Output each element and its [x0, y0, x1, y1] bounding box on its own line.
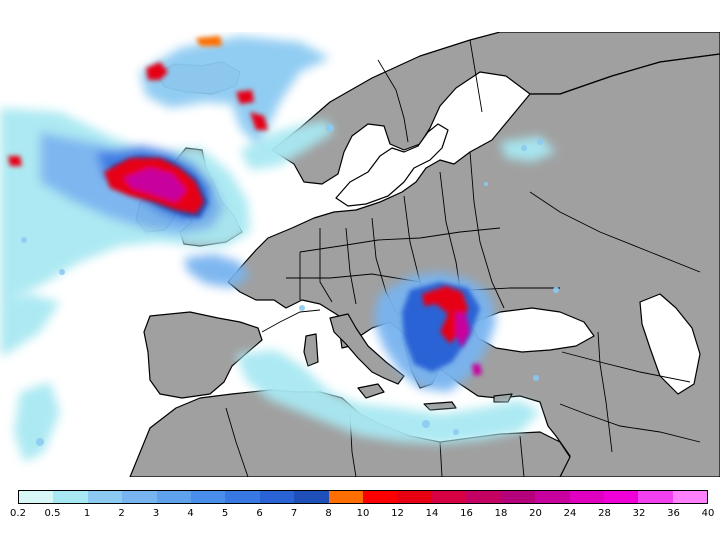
land-scandinavia: [271, 32, 720, 185]
land-sardinia: [303, 333, 319, 367]
legend-label: 28: [598, 508, 611, 519]
legend-label: 3: [152, 508, 160, 519]
land-sicily: [357, 383, 385, 399]
legend-swatch: [122, 491, 157, 503]
rain-area: [240, 120, 334, 170]
legend-swatch: [569, 491, 604, 503]
rain-cell: [537, 139, 543, 145]
land-iberia: [143, 311, 263, 399]
legend-label: 1: [83, 508, 91, 519]
precipitation-map: [0, 32, 720, 477]
legend-labels: 0.2 0.5 1 2 3 4 5 6 7 8 10 12 14 16 18 20 24 28 32 36 40: [10, 508, 714, 522]
legend-label: 32: [632, 508, 646, 519]
precipitation-overlay: [0, 36, 559, 462]
rain-cell: [453, 429, 459, 435]
legend-swatch: [328, 491, 364, 503]
rain-core: [8, 156, 22, 166]
legend-label: 7: [290, 508, 298, 519]
rain-area: [140, 36, 330, 144]
legend-swatch: [19, 491, 54, 503]
legend-swatch: [603, 491, 639, 503]
rain-area: [14, 382, 60, 462]
legend-label: 4: [187, 508, 194, 519]
legend-label: 20: [529, 508, 542, 519]
legend-label: 10: [356, 508, 370, 519]
legend-swatch: [294, 491, 329, 503]
legend-label: 18: [494, 508, 508, 519]
legend-label: 24: [563, 508, 577, 519]
legend-label: 14: [425, 508, 439, 519]
rain-core: [456, 312, 470, 348]
precipitation-legend: 0.2 0.5 1 2 3 4 5 6 7 8 10 12 14 16 18 20 24 28 32 36 40: [0, 488, 720, 528]
legend-label: 40: [701, 508, 715, 519]
rain-core: [146, 62, 168, 80]
caspian-sea: [639, 293, 701, 395]
legend-swatch: [259, 491, 295, 503]
rain-cell: [299, 305, 305, 311]
legend-label: 0.5: [44, 508, 61, 519]
rain-core: [250, 112, 268, 130]
legend-swatch: [397, 491, 432, 503]
legend-swatch: [535, 491, 570, 503]
rain-area: [184, 254, 250, 288]
legend-swatch: [191, 491, 226, 503]
rain-area: [0, 294, 60, 356]
legend-swatch: [638, 491, 673, 503]
black-sea: [469, 307, 595, 353]
land-masses: [129, 32, 720, 477]
legend-label: 0.2: [10, 508, 26, 519]
legend-swatch: [225, 491, 260, 503]
legend-swatch: [500, 491, 536, 503]
legend-label: 8: [325, 508, 332, 519]
legend-swatch: [87, 491, 123, 503]
rain-cell: [533, 375, 539, 381]
baltic-sea: [335, 123, 449, 207]
legend-swatch: [53, 491, 88, 503]
land-cyprus: [493, 393, 513, 403]
legend-label: 12: [391, 508, 404, 519]
rain-cell: [326, 124, 334, 132]
land-crete: [423, 401, 457, 411]
rain-cell: [484, 182, 488, 186]
land-italy: [329, 313, 405, 385]
legend-swatch: [363, 491, 398, 503]
rain-core: [236, 90, 254, 104]
rain-core: [196, 36, 222, 46]
rain-cell: [59, 269, 65, 275]
rain-area: [236, 350, 540, 444]
legend-swatch: [672, 491, 708, 503]
legend-swatch: [156, 491, 192, 503]
rain-cell: [521, 145, 527, 151]
legend-label: 5: [221, 508, 229, 519]
legend-label: 36: [667, 508, 680, 519]
rain-cell: [422, 420, 430, 428]
rain-cell: [36, 438, 44, 446]
map-canvas: [0, 32, 720, 477]
rain-cell: [553, 287, 559, 293]
rain-cell: [21, 237, 27, 243]
rain-core: [472, 364, 482, 376]
legend-label: 6: [256, 508, 263, 519]
legend-swatch: [466, 491, 501, 503]
legend-label: 2: [118, 508, 125, 519]
rain-core: [124, 168, 186, 202]
legend-label: 16: [460, 508, 473, 519]
legend-swatch: [431, 491, 467, 503]
legend-color-bar: [18, 490, 708, 504]
